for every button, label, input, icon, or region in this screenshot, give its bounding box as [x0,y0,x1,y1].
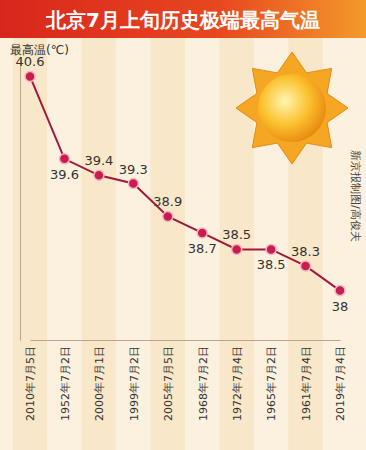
data-label: 38.7 [188,241,217,256]
column-stripes [13,38,357,450]
marker [232,244,242,254]
x-tick-label: 1961年7月4日 [300,346,313,421]
column-stripe [82,38,116,450]
sun-rays [236,52,348,164]
x-tick-label: 2010年7月5日 [24,346,37,421]
column-stripe [13,38,47,450]
column-stripe [151,38,185,450]
credit: 新京报制图/高俊夫 [349,150,362,242]
x-axis: 2010年7月5日 1952年7月2日 2000年7月1日 1999年7月2日 2005… [24,340,347,421]
x-tick: 1952年7月2日 [59,340,72,421]
plot-area [25,71,345,295]
title: 北京7月上旬历史极端最高气温 [45,8,320,32]
marker [25,71,35,81]
data-labels: 40.6 39.6 39.4 39.3 38.9 38.7 38.5 38.5 38.3 38 [16,54,349,313]
x-tick-label: 2000年7月1日 [93,346,106,421]
x-tick-label: 1968年7月2日 [197,346,210,421]
x-tick: 1968年7月2日 [197,340,210,421]
marker [59,154,69,164]
marker [163,211,173,221]
column-stripe [47,38,81,450]
x-tick: 1972年7月4日 [231,340,244,421]
column-stripe [185,38,219,450]
line [30,76,340,290]
marker [128,179,138,189]
data-label: 39.3 [119,162,148,177]
data-label: 40.6 [16,54,45,69]
x-tick: 2019年7月4日 [334,340,347,421]
marker [335,286,345,296]
marker [94,170,104,180]
x-axis-line [31,340,341,341]
data-label: 39.6 [50,167,79,182]
column-stripe [116,38,150,450]
x-tick-label: 1952年7月2日 [59,346,72,421]
chart: 北京7月上旬历史极端最高气温最高温(℃)新京报制图/高俊夫2010年7月5日19… [0,0,366,450]
y-axis [20,61,21,341]
x-tick: 2010年7月5日 [24,340,37,421]
x-tick: 1961年7月4日 [300,340,313,421]
x-tick: 1965年7月2日 [265,340,278,421]
x-tick-label: 1999年7月2日 [128,346,141,421]
x-tick-label: 2005年7月5日 [162,346,175,421]
x-tick: 2005年7月5日 [162,340,175,421]
sun [258,74,326,142]
data-label: 38 [332,299,349,314]
data-label: 38.5 [257,257,286,272]
data-label: 38.5 [222,227,251,242]
data-label: 38.9 [153,194,182,209]
marker [301,261,311,271]
x-tick-label: 1972年7月4日 [231,346,244,421]
x-tick: 1999年7月2日 [128,340,141,421]
x-tick: 2000年7月1日 [93,340,106,421]
marker [266,244,276,254]
y-axis-line [20,61,21,341]
data-label: 39.4 [84,153,113,168]
x-tick-label: 1965年7月2日 [265,346,278,421]
title-banner [0,0,366,38]
data-label: 38.3 [291,244,320,259]
marker [197,228,207,238]
x-tick-label: 2019年7月4日 [334,346,347,421]
